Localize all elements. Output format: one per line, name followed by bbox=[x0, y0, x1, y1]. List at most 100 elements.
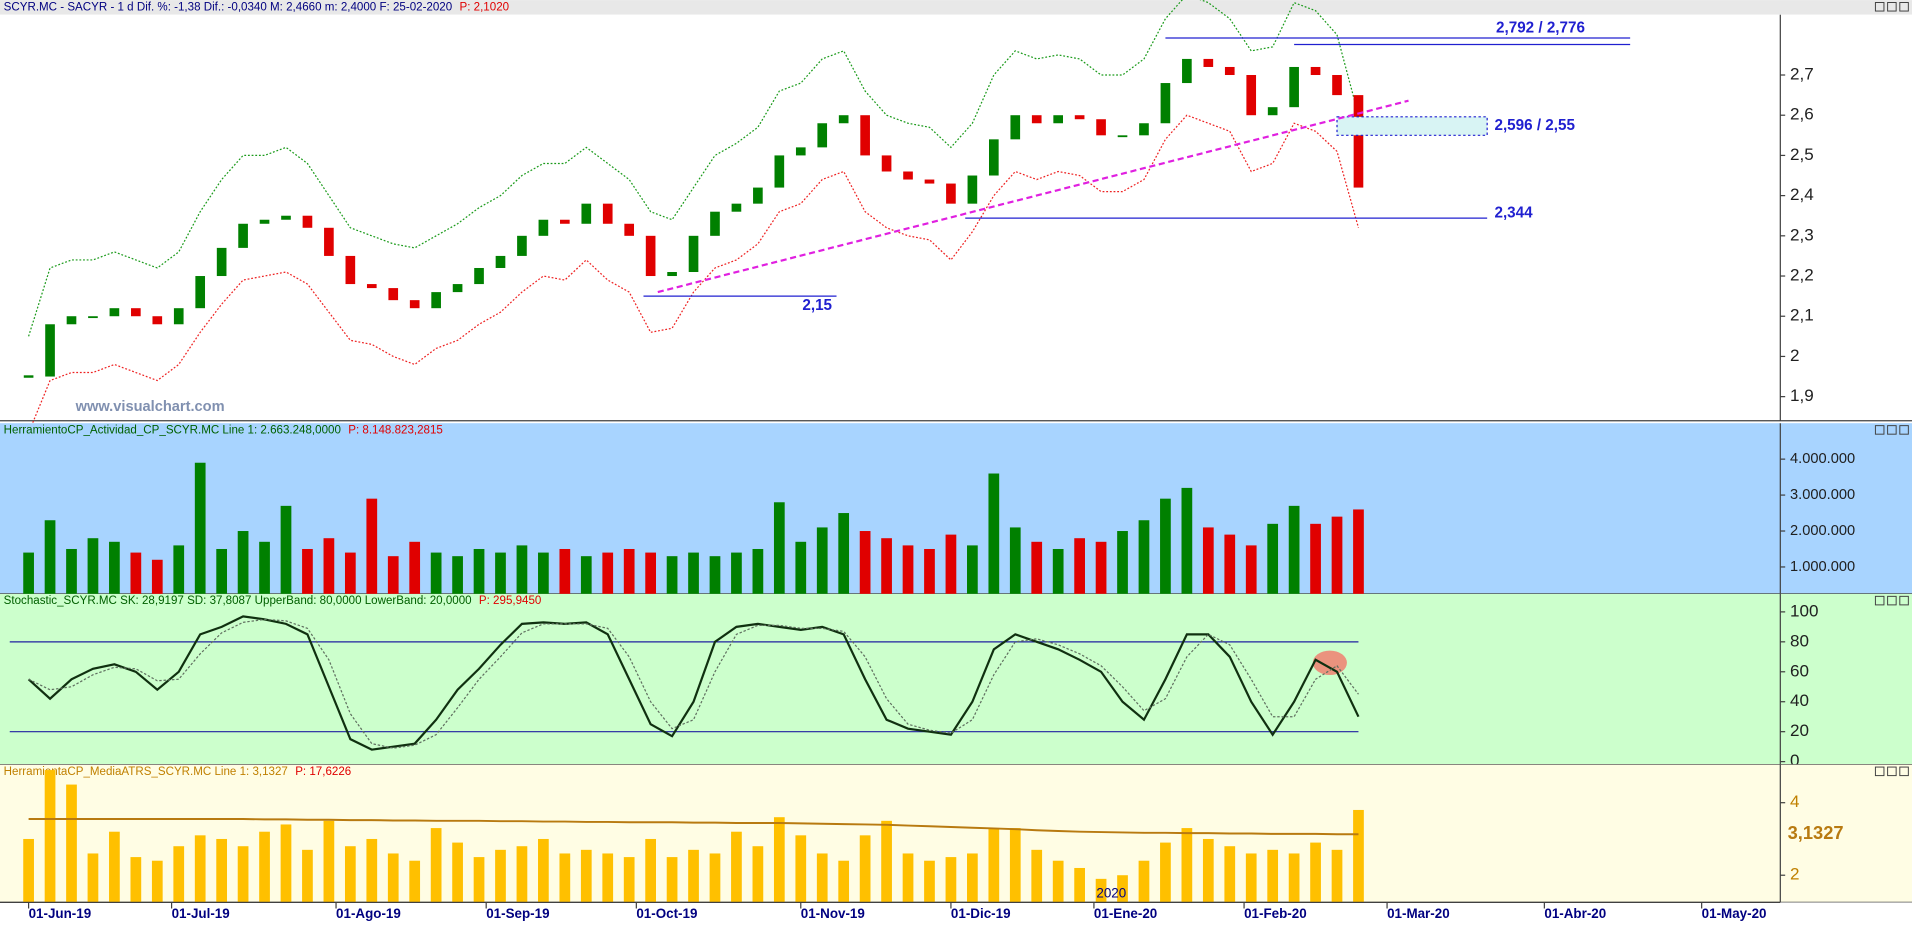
atr-bar bbox=[173, 846, 185, 903]
volume-bar bbox=[1245, 545, 1257, 594]
atr-bar bbox=[1052, 860, 1064, 903]
volume-bar bbox=[344, 552, 356, 594]
atr-bar bbox=[1353, 809, 1364, 903]
candle bbox=[1117, 135, 1128, 138]
x-tick-label: 01-Ene-20 bbox=[1094, 906, 1157, 921]
candle bbox=[216, 247, 227, 277]
candle bbox=[1096, 119, 1106, 136]
atr-bar bbox=[151, 860, 163, 903]
candle bbox=[517, 235, 527, 256]
atr-bar bbox=[1267, 849, 1279, 903]
panel-title: SCYR.MC - SACYR - 1 d Dif. %: -1,38 Dif.… bbox=[4, 1, 453, 13]
volume-bar bbox=[1160, 498, 1171, 594]
candle bbox=[302, 215, 313, 228]
atr-bar bbox=[1074, 867, 1085, 903]
atr-bar bbox=[1138, 860, 1150, 903]
candle bbox=[259, 219, 270, 224]
axis-background bbox=[1780, 14, 1912, 421]
atr-bar bbox=[559, 853, 571, 903]
atr-bar bbox=[237, 846, 249, 903]
candle bbox=[152, 316, 163, 325]
volume-bar bbox=[66, 548, 77, 594]
candle bbox=[624, 223, 635, 236]
atr-bar bbox=[795, 835, 807, 903]
x-tick-label: 01-Dic-19 bbox=[951, 906, 1011, 921]
atr-bar bbox=[194, 835, 206, 903]
candle bbox=[710, 211, 720, 236]
volume-bar bbox=[87, 538, 99, 594]
volume-bar bbox=[516, 545, 528, 594]
candle bbox=[345, 255, 356, 285]
volume-bar bbox=[452, 556, 463, 594]
candle bbox=[88, 316, 98, 319]
candle bbox=[66, 316, 77, 325]
window-button bbox=[1899, 2, 1909, 12]
y-tick-label: 2,7 bbox=[1790, 65, 1814, 84]
atr-bar bbox=[130, 857, 142, 903]
atr-bar bbox=[1202, 838, 1214, 903]
level-label: 2,792 / 2,776 bbox=[1496, 19, 1585, 36]
volume-bar bbox=[1202, 527, 1214, 594]
atr-bar bbox=[1095, 878, 1107, 903]
panel-background bbox=[0, 593, 1781, 765]
candle bbox=[1224, 66, 1235, 76]
window-button bbox=[1887, 2, 1897, 12]
volume-bar bbox=[302, 548, 313, 594]
candle bbox=[366, 284, 377, 289]
panel-title: HerramientoCP_Actividad_CP_SCYR.MC Line … bbox=[4, 425, 341, 437]
candle bbox=[195, 276, 206, 309]
candle bbox=[838, 115, 849, 124]
volume-bar bbox=[1181, 487, 1193, 594]
last-value-label: 3,1327 bbox=[1788, 822, 1844, 843]
candle bbox=[45, 324, 55, 377]
y-tick-label: 2,6 bbox=[1790, 105, 1814, 124]
candle bbox=[131, 308, 141, 317]
atr-bar bbox=[645, 838, 656, 903]
window-button bbox=[1887, 425, 1897, 435]
y-tick-label: 2 bbox=[1790, 865, 1799, 884]
volume-bar bbox=[1310, 523, 1321, 594]
volume-bar bbox=[731, 552, 742, 594]
stochastic-line bbox=[28, 618, 1359, 749]
volume-bar bbox=[173, 545, 185, 594]
atr-bar bbox=[1288, 853, 1300, 903]
atr-bar bbox=[323, 820, 335, 903]
volume-bar bbox=[237, 531, 249, 594]
y-tick-label: 2 bbox=[1790, 346, 1799, 365]
panel-subtitle: P: 295,9450 bbox=[479, 595, 541, 607]
candle bbox=[903, 171, 913, 180]
trend-line bbox=[657, 99, 1409, 294]
atr-bar bbox=[1031, 849, 1043, 903]
candle bbox=[538, 219, 549, 236]
candle bbox=[495, 255, 506, 268]
volume-bar bbox=[559, 548, 571, 594]
volume-bar bbox=[967, 545, 978, 594]
header-bar bbox=[0, 0, 1912, 15]
candle bbox=[967, 175, 978, 204]
volume-bar bbox=[945, 534, 957, 594]
atr-bar bbox=[387, 853, 399, 903]
candle bbox=[1353, 95, 1364, 188]
volume-bar bbox=[795, 541, 807, 594]
volume-bar bbox=[1095, 541, 1107, 594]
atr-bar bbox=[473, 857, 485, 903]
candle bbox=[1074, 115, 1085, 120]
x-tick-label: 01-Feb-20 bbox=[1244, 906, 1307, 921]
x-tick-label: 01-Jun-19 bbox=[29, 906, 92, 921]
candle bbox=[173, 308, 184, 325]
candle bbox=[731, 203, 742, 212]
atr-bar bbox=[859, 835, 871, 903]
atr-bar bbox=[666, 857, 678, 903]
candle bbox=[860, 115, 870, 156]
volume-bar bbox=[23, 552, 34, 594]
atr-bar bbox=[452, 842, 463, 903]
atr-bar bbox=[538, 838, 549, 903]
window-button bbox=[1874, 2, 1885, 12]
atr-bar bbox=[988, 828, 1000, 903]
candle bbox=[1010, 115, 1021, 140]
candle bbox=[452, 284, 463, 293]
x-tick-label: 01-Abr-20 bbox=[1544, 906, 1606, 921]
volume-bar bbox=[1288, 505, 1300, 594]
volume-bar bbox=[1267, 523, 1279, 594]
volume-bar bbox=[1009, 527, 1021, 594]
